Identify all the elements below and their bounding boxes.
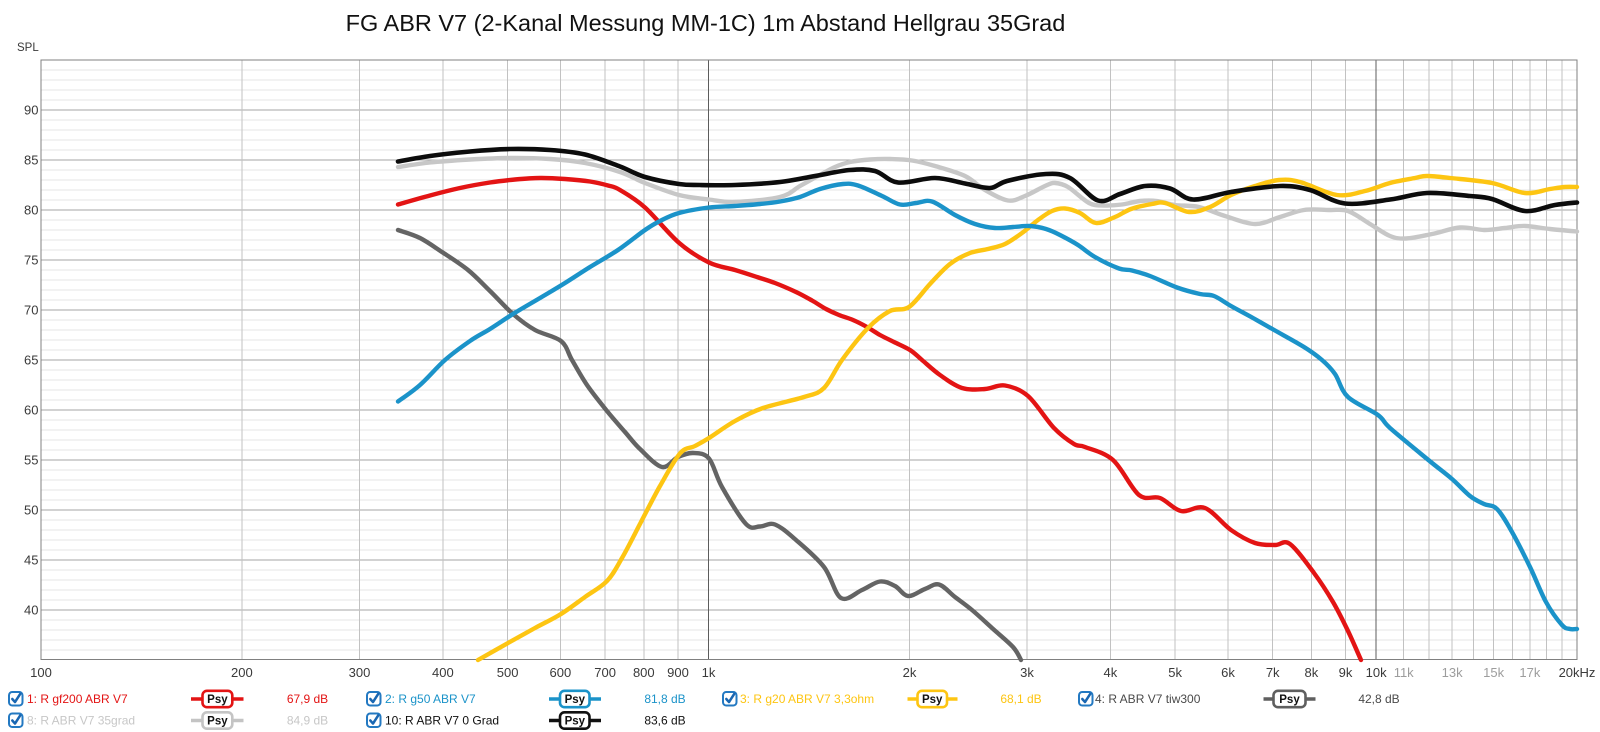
svg-text:11k: 11k bbox=[1394, 665, 1414, 680]
svg-text:17k: 17k bbox=[1519, 665, 1540, 680]
svg-text:Psy: Psy bbox=[565, 715, 586, 727]
svg-text:Psy: Psy bbox=[922, 694, 943, 706]
svg-text:Psy: Psy bbox=[565, 694, 586, 706]
svg-text:6k: 6k bbox=[1221, 665, 1235, 680]
svg-text:4k: 4k bbox=[1104, 665, 1118, 680]
svg-text:80: 80 bbox=[24, 203, 38, 218]
svg-text:7k: 7k bbox=[1266, 665, 1280, 680]
svg-text:600: 600 bbox=[550, 665, 572, 680]
svg-text:10: R ABR V7 0 Grad: 10: R ABR V7 0 Grad bbox=[385, 714, 499, 728]
svg-text:84,9 dB: 84,9 dB bbox=[287, 714, 328, 728]
svg-text:Psy: Psy bbox=[207, 694, 228, 706]
svg-text:70: 70 bbox=[24, 303, 38, 318]
svg-text:75: 75 bbox=[24, 253, 38, 268]
svg-text:83,6 dB: 83,6 dB bbox=[644, 714, 685, 728]
svg-text:20kHz: 20kHz bbox=[1559, 665, 1596, 680]
svg-text:400: 400 bbox=[432, 665, 454, 680]
svg-text:SPL: SPL bbox=[17, 42, 39, 54]
svg-text:15k: 15k bbox=[1483, 665, 1504, 680]
svg-text:60: 60 bbox=[24, 403, 38, 418]
svg-text:700: 700 bbox=[594, 665, 616, 680]
svg-text:5k: 5k bbox=[1168, 665, 1182, 680]
svg-text:8k: 8k bbox=[1305, 665, 1319, 680]
svg-text:Psy: Psy bbox=[1279, 694, 1300, 706]
svg-text:85: 85 bbox=[24, 153, 38, 168]
svg-text:42,8 dB: 42,8 dB bbox=[1358, 692, 1399, 706]
svg-text:10k: 10k bbox=[1366, 665, 1387, 680]
svg-text:300: 300 bbox=[349, 665, 371, 680]
svg-text:4: R ABR V7 tiw300: 4: R ABR V7 tiw300 bbox=[1095, 692, 1201, 706]
svg-text:900: 900 bbox=[667, 665, 689, 680]
svg-text:500: 500 bbox=[497, 665, 519, 680]
svg-text:2: R g50 ABR V7: 2: R g50 ABR V7 bbox=[385, 692, 476, 706]
svg-text:55: 55 bbox=[24, 453, 38, 468]
svg-text:800: 800 bbox=[633, 665, 655, 680]
svg-text:45: 45 bbox=[24, 553, 38, 568]
svg-text:100: 100 bbox=[30, 665, 52, 680]
svg-text:68,1 dB: 68,1 dB bbox=[1000, 692, 1041, 706]
svg-text:2k: 2k bbox=[903, 665, 917, 680]
svg-text:Psy: Psy bbox=[207, 715, 228, 727]
svg-text:50: 50 bbox=[24, 503, 38, 518]
svg-text:9k: 9k bbox=[1339, 665, 1353, 680]
svg-text:1: R gf200 ABR V7: 1: R gf200 ABR V7 bbox=[27, 692, 128, 706]
svg-text:67,9 dB: 67,9 dB bbox=[287, 692, 328, 706]
svg-text:FG ABR V7 (2-Kanal Messung MM-: FG ABR V7 (2-Kanal Messung MM-1C) 1m Abs… bbox=[346, 10, 1066, 36]
svg-text:90: 90 bbox=[24, 103, 38, 118]
svg-text:3: R g20 ABR V7 3,3ohm: 3: R g20 ABR V7 3,3ohm bbox=[740, 692, 874, 706]
svg-text:81,8 dB: 81,8 dB bbox=[644, 692, 685, 706]
svg-text:65: 65 bbox=[24, 353, 38, 368]
svg-text:40: 40 bbox=[24, 603, 38, 618]
svg-text:8: R ABR V7 35grad: 8: R ABR V7 35grad bbox=[27, 714, 135, 728]
svg-text:1k: 1k bbox=[702, 665, 716, 680]
svg-text:200: 200 bbox=[231, 665, 253, 680]
svg-text:3k: 3k bbox=[1020, 665, 1034, 680]
svg-text:13k: 13k bbox=[1442, 665, 1463, 680]
